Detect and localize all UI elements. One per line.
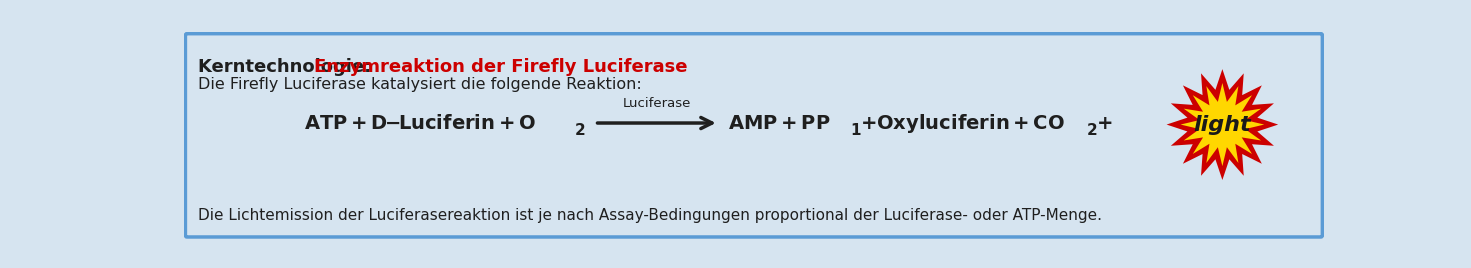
Text: $\mathbf{+}$: $\mathbf{+}$ bbox=[1096, 114, 1112, 132]
Text: $\mathbf{1}$: $\mathbf{1}$ bbox=[850, 122, 862, 138]
Text: Enzymreaktion der Firefly Luciferase: Enzymreaktion der Firefly Luciferase bbox=[315, 58, 687, 76]
Text: $\mathbf{2}$: $\mathbf{2}$ bbox=[1086, 122, 1097, 138]
Text: Luciferase: Luciferase bbox=[622, 97, 691, 110]
Text: $\mathbf{2}$: $\mathbf{2}$ bbox=[574, 122, 585, 138]
Text: $\mathbf{AMP + PP}$: $\mathbf{AMP + PP}$ bbox=[728, 114, 830, 132]
FancyBboxPatch shape bbox=[185, 34, 1322, 237]
Text: Die Firefly Luciferase katalysiert die folgende Reaktion:: Die Firefly Luciferase katalysiert die f… bbox=[197, 77, 641, 92]
Text: light: light bbox=[1193, 114, 1252, 135]
Text: $\mathbf{ATP + D\!\!-\!\!Luciferin + O}$: $\mathbf{ATP + D\!\!-\!\!Luciferin + O}$ bbox=[304, 114, 535, 132]
Polygon shape bbox=[1181, 83, 1264, 166]
Polygon shape bbox=[1167, 69, 1278, 180]
Text: $\mathbf{+ Oxyluciferin + CO}$: $\mathbf{+ Oxyluciferin + CO}$ bbox=[859, 111, 1065, 135]
Text: Die Lichtemission der Luciferasereaktion ist je nach Assay-Bedingungen proportio: Die Lichtemission der Luciferasereaktion… bbox=[197, 208, 1102, 223]
Text: Kerntechnologie:: Kerntechnologie: bbox=[197, 58, 378, 76]
